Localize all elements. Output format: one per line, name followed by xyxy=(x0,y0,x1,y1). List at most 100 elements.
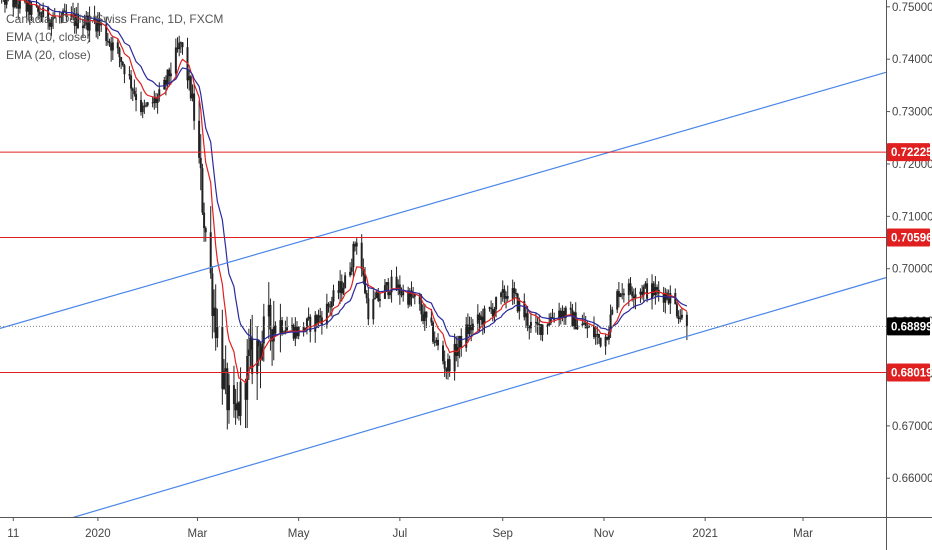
candle-body xyxy=(443,361,446,369)
candle-body xyxy=(52,18,55,20)
candle-body xyxy=(176,47,179,50)
candle-body xyxy=(35,4,38,7)
candle-body xyxy=(373,298,376,300)
candle-body xyxy=(420,304,423,315)
candle-body xyxy=(621,293,624,295)
candle-body xyxy=(13,0,16,8)
candle-body xyxy=(445,368,448,372)
y-tick-label: 0.73000 xyxy=(892,107,932,119)
candle-body xyxy=(446,359,449,372)
candle-body xyxy=(574,312,577,330)
candle-body xyxy=(111,42,114,51)
candle-body xyxy=(483,308,486,325)
x-tick-label: 2020 xyxy=(85,528,111,540)
candle-body xyxy=(259,346,262,360)
candle-body xyxy=(465,324,468,348)
candle-body xyxy=(448,359,451,372)
candle-body xyxy=(227,385,230,411)
candle-body xyxy=(42,7,45,18)
candle-body xyxy=(576,325,579,330)
candle-body xyxy=(651,283,654,299)
candle-body xyxy=(432,322,435,342)
candle-body xyxy=(116,42,119,49)
candle-body xyxy=(642,286,645,296)
candle-body xyxy=(204,228,207,233)
candle-body xyxy=(12,0,15,8)
x-tick-label: Mar xyxy=(793,528,813,540)
candle-body xyxy=(269,304,272,330)
y-tick-label: 0.70000 xyxy=(892,264,932,276)
candle-body xyxy=(327,303,330,307)
candle-body xyxy=(153,97,156,104)
current-price-tag xyxy=(887,317,930,336)
candle-body xyxy=(154,97,157,103)
candle-body xyxy=(367,298,370,320)
trend-line-upper xyxy=(0,71,887,330)
candle-body xyxy=(251,337,254,374)
candle-body xyxy=(627,283,630,296)
y-tick-label: 0.71000 xyxy=(892,211,932,223)
candle-body xyxy=(372,299,375,320)
candle-body xyxy=(213,307,216,317)
candle-body xyxy=(166,69,169,85)
candle-body xyxy=(37,6,40,12)
trend-line-lower xyxy=(0,277,887,540)
y-tick-label: 0.75000 xyxy=(892,2,932,14)
candle-body xyxy=(641,291,644,296)
candle-body xyxy=(302,326,305,332)
candle-body xyxy=(237,402,240,416)
candle-body xyxy=(569,307,572,310)
candle-body xyxy=(329,306,332,308)
candle-body xyxy=(307,316,310,319)
candle-body xyxy=(105,24,108,41)
candle-body xyxy=(95,20,98,32)
candle-body xyxy=(360,242,363,270)
candle-body xyxy=(121,62,124,66)
candle-body xyxy=(442,345,444,362)
candle-body xyxy=(17,4,20,9)
candle-body xyxy=(62,10,65,16)
candle-body xyxy=(48,22,51,27)
candle-body xyxy=(407,290,410,305)
candle-body xyxy=(402,290,405,296)
candle-body xyxy=(30,4,33,15)
candle-body xyxy=(319,315,322,318)
candle-body xyxy=(592,326,595,338)
candle-body xyxy=(662,293,665,303)
candle-body xyxy=(342,287,345,294)
candle-body xyxy=(501,289,504,293)
candle-body xyxy=(511,288,514,299)
candle-body xyxy=(73,14,76,26)
candle-body xyxy=(332,290,335,302)
candle-body xyxy=(563,310,566,318)
candle-body xyxy=(425,311,428,318)
candle-body xyxy=(27,0,30,12)
candle-body xyxy=(455,343,458,356)
candle-body xyxy=(133,90,136,95)
candle-body xyxy=(174,47,177,74)
candle-body xyxy=(538,324,541,326)
candle-body xyxy=(325,303,328,325)
candle-body xyxy=(350,267,353,272)
candle-body xyxy=(236,402,239,411)
level-tag-label: 0.72225 xyxy=(891,147,932,159)
candle-body xyxy=(146,102,149,106)
candle-body xyxy=(28,0,31,15)
candle-body xyxy=(583,322,586,324)
candle-body xyxy=(377,292,380,301)
candle-body xyxy=(309,316,312,332)
candle-body xyxy=(214,307,217,339)
candle-body xyxy=(646,283,649,299)
candle-body xyxy=(609,314,612,333)
candle-body xyxy=(81,25,84,29)
candle-body xyxy=(378,298,381,301)
candle-body xyxy=(63,10,66,12)
candle-body xyxy=(344,275,347,288)
candle-body xyxy=(201,168,204,213)
candle-body xyxy=(221,326,224,389)
candle-body xyxy=(317,315,320,323)
candle-body xyxy=(466,324,469,335)
candle-body xyxy=(515,293,518,295)
